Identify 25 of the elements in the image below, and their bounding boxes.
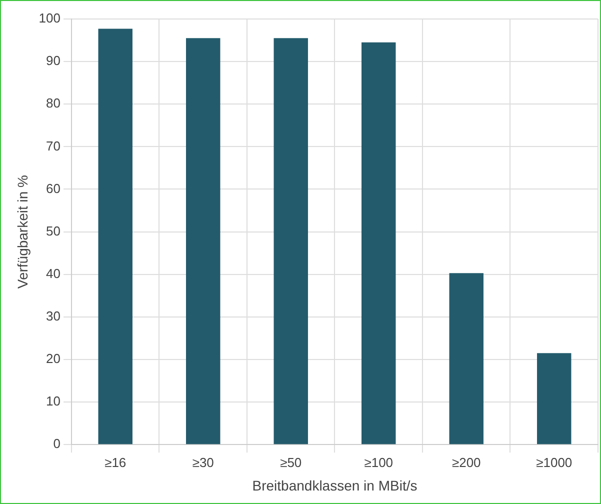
y-tick-label: 90 xyxy=(46,53,60,68)
bar xyxy=(537,353,572,444)
y-tick-label: 10 xyxy=(46,394,60,409)
x-tick-label: ≥200 xyxy=(452,454,481,470)
y-tick-label: 20 xyxy=(46,351,60,366)
bar xyxy=(186,38,220,444)
y-tick-label: 30 xyxy=(46,308,60,324)
y-tick-label: 50 xyxy=(46,223,60,238)
x-tick-label: ≥16 xyxy=(104,454,126,470)
x-tick-label: ≥30 xyxy=(192,454,214,470)
x-tick-label: ≥1000 xyxy=(536,454,572,470)
y-tick-label: 80 xyxy=(46,96,60,111)
y-tick-label: 100 xyxy=(38,10,60,26)
y-tick-label: 0 xyxy=(53,436,60,452)
y-axis-title: Verfügbarkeit in % xyxy=(14,174,30,289)
x-tick-label: ≥50 xyxy=(280,454,302,470)
x-axis-title: Breitbandklassen in MBit/s xyxy=(252,477,418,494)
y-tick-label: 40 xyxy=(46,266,60,281)
bar xyxy=(98,28,132,444)
x-tick-label: ≥100 xyxy=(364,454,394,470)
bar xyxy=(362,42,396,444)
y-tick-label: 70 xyxy=(46,138,60,154)
bar xyxy=(449,273,484,444)
y-tick-label: 60 xyxy=(46,180,60,196)
bar xyxy=(274,38,308,444)
